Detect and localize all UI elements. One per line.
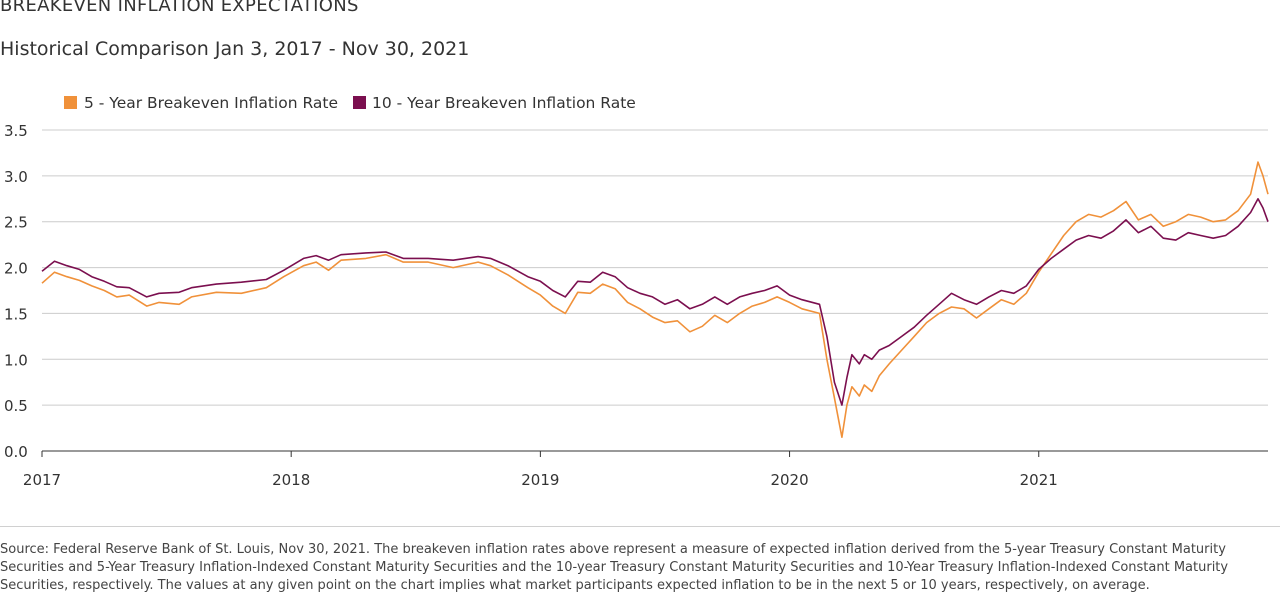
y-tick-label: 3.5: [4, 122, 28, 140]
footer-divider: [0, 526, 1280, 527]
y-tick-label: 0.5: [4, 397, 28, 415]
y-tick-label: 3.0: [4, 168, 28, 186]
x-tick-label: 2018: [272, 471, 310, 489]
y-tick-label: 0.0: [4, 443, 28, 461]
y-tick-label: 2.0: [4, 260, 28, 278]
legend-swatch-10-year: [353, 96, 366, 109]
legend-label-5-year: 5 - Year Breakeven Inflation Rate: [84, 94, 338, 112]
chart-subtitle: Historical Comparison Jan 3, 2017 - Nov …: [0, 38, 470, 60]
chart-title: BREAKEVEN INFLATION EXPECTATIONS: [0, 0, 359, 16]
y-tick-label: 1.0: [4, 351, 28, 369]
data-series: [41, 161, 1269, 438]
x-tick-label: 2017: [23, 471, 61, 489]
y-tick-label: 2.5: [4, 214, 28, 232]
legend-swatch-5-year: [64, 96, 77, 109]
y-axis-tick-labels: 0.0 0.5 1.0 1.5 2.0 2.5 3.0 3.5: [4, 122, 28, 461]
source-note: Source: Federal Reserve Bank of St. Loui…: [0, 542, 1229, 593]
x-tick-label: 2019: [521, 471, 559, 489]
y-tick-label: 1.5: [4, 305, 28, 323]
chart-legend: 5 - Year Breakeven Inflation Rate 10 - Y…: [64, 94, 636, 112]
x-tick-label: 2021: [1020, 471, 1058, 489]
line-chart: 5 - Year Breakeven Inflation Rate 10 - Y…: [4, 94, 1269, 489]
x-axis-ticks: 2017 2018 2019 2020 2021: [23, 451, 1058, 489]
y-gridlines: [42, 129, 1268, 406]
x-tick-label: 2020: [770, 471, 808, 489]
legend-label-10-year: 10 - Year Breakeven Inflation Rate: [372, 94, 636, 112]
series-line-10-year: [41, 198, 1269, 406]
series-line-5-year: [41, 161, 1269, 438]
